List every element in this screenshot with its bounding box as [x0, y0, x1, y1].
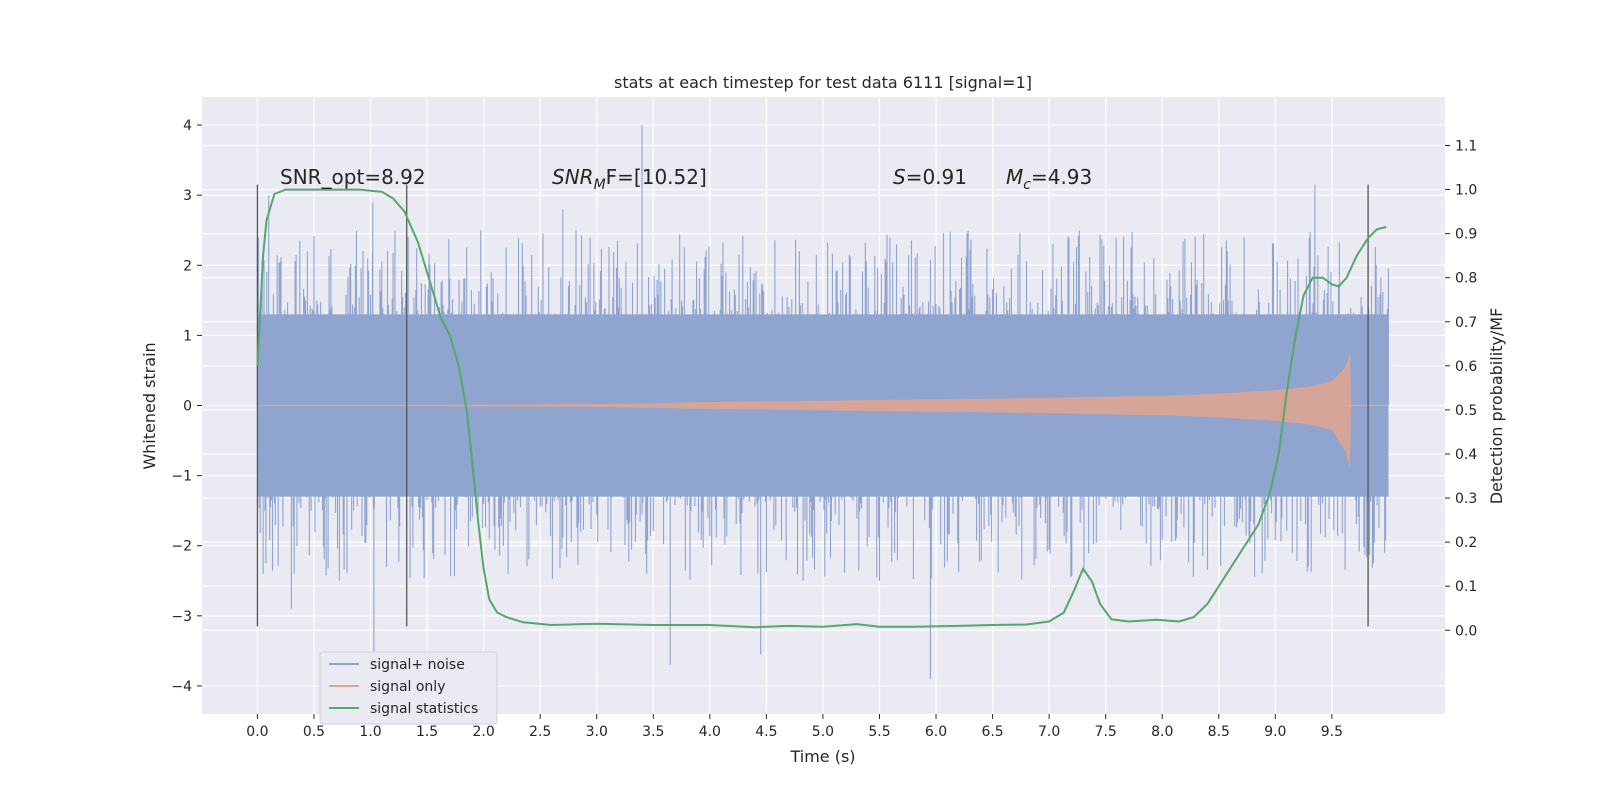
chart-title: stats at each timestep for test data 611… [614, 73, 1032, 92]
x-tick-label: 9.5 [1321, 724, 1343, 740]
y2-tick-label: 1.0 [1455, 183, 1477, 199]
x-tick-label: 2.0 [472, 724, 494, 740]
y2-tick-label: 0.2 [1455, 535, 1477, 551]
y2-tick-label: 0.1 [1455, 579, 1477, 595]
y2-tick-label: 0.0 [1455, 623, 1477, 639]
y2-tick-label: 0.7 [1455, 315, 1477, 331]
mc-var: M [1006, 165, 1023, 189]
snr-mf-rest: F=[10.52] [606, 165, 707, 189]
x-tick-label: 1.0 [359, 724, 381, 740]
snr-mf-main: SNR [552, 165, 594, 189]
snr-mf-annotation: SNRMF=[10.52] [552, 165, 707, 193]
y2-tick-label: 0.3 [1455, 491, 1477, 507]
x-tick-label: 1.5 [416, 724, 438, 740]
y2-tick-label: 0.6 [1455, 359, 1477, 375]
y-axis-label: Whitened strain [140, 342, 159, 469]
y-tick-label: 1 [183, 328, 192, 344]
x-tick-label: 3.5 [642, 724, 664, 740]
legend-label-signal-only: signal only [370, 679, 445, 695]
legend-box [319, 651, 498, 725]
y2-tick-label: 0.4 [1455, 447, 1477, 463]
x-tick-label: 5.5 [868, 724, 890, 740]
x-tick-label: 3.0 [586, 724, 608, 740]
vertical-markers [256, 184, 1369, 627]
x-tick-label: 4.0 [699, 724, 721, 740]
x-tick-label: 0.5 [303, 724, 325, 740]
x-tick-label: 7.5 [1095, 724, 1117, 740]
series-signal-statistics [256, 188, 1387, 629]
x-axis: 0.0 0.5 1.0 1.5 2.0 2.5 3.0 3.5 4.0 4.5 5.0 5.5 6.0 6… [246, 714, 1343, 740]
y2-axis-label: Detection probability/MF [1487, 308, 1506, 505]
y2-tick-label: 0.8 [1455, 271, 1477, 287]
snr-mf-sub: M [594, 177, 606, 193]
x-tick-label: 0.0 [246, 724, 268, 740]
x-tick-label: 7.0 [1038, 724, 1060, 740]
s-value: =0.91 [906, 165, 967, 189]
x-tick-label: 4.5 [755, 724, 777, 740]
y-tick-label: 4 [183, 118, 192, 134]
x-tick-label: 6.5 [981, 724, 1003, 740]
s-var: S [893, 165, 906, 189]
y-axis-left: 4 3 2 1 0 −1 −2 −3 −4 [171, 118, 202, 695]
legend: signal+ noise signal only signal statist… [319, 651, 498, 725]
mc-value: =4.93 [1031, 165, 1092, 189]
signal-only-envelope [257, 352, 1389, 469]
x-tick-label: 8.5 [1208, 724, 1230, 740]
y-axis-right: 1.1 1.0 0.9 0.8 0.7 0.6 0.5 0.4 0.3 0.2 0.1 0.0 [1445, 138, 1477, 639]
x-tick-label: 6.0 [925, 724, 947, 740]
x-tick-label: 9.0 [1264, 724, 1286, 740]
y-tick-label: −2 [171, 539, 192, 555]
snr-opt-annotation: SNR_opt=8.92 [280, 165, 426, 189]
x-tick-label: 2.5 [529, 724, 551, 740]
y-tick-label: 2 [183, 258, 192, 274]
legend-label-signal-noise: signal+ noise [370, 657, 465, 673]
y-tick-label: 3 [183, 188, 192, 204]
x-tick-label: 8.0 [1151, 724, 1173, 740]
mc-annotation: Mc=4.93 [1006, 165, 1092, 193]
legend-label-signal-statistics: signal statistics [370, 701, 478, 717]
signal-statistics-line [256, 188, 1387, 629]
y-tick-label: −3 [171, 609, 192, 625]
s-annotation: S=0.91 [893, 165, 967, 189]
y-tick-label: −4 [171, 679, 192, 695]
x-tick-label: 5.0 [812, 724, 834, 740]
annotations: SNR_opt=8.92 SNRMF=[10.52] S=0.91 Mc=4.9… [280, 165, 1092, 193]
series-signal-only [257, 352, 1389, 469]
y2-tick-label: 0.5 [1455, 403, 1477, 419]
mc-sub: c [1023, 177, 1031, 193]
y2-tick-label: 1.1 [1455, 138, 1477, 154]
y-tick-label: −1 [171, 469, 192, 485]
y2-tick-label: 0.9 [1455, 227, 1477, 243]
y-tick-label: 0 [183, 399, 192, 415]
x-axis-label: Time (s) [789, 747, 855, 766]
